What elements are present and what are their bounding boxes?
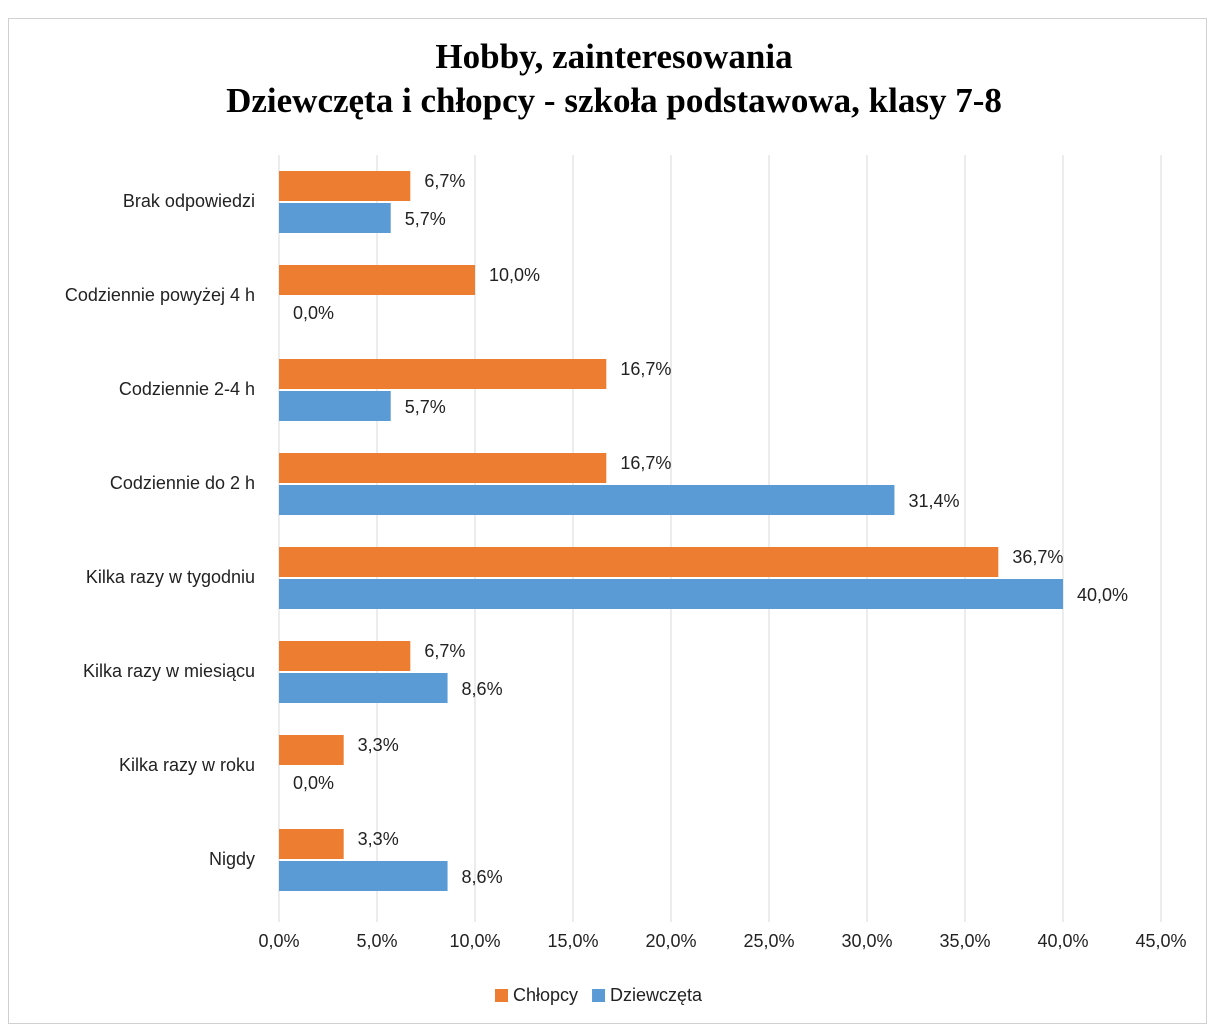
x-tick-label: 25,0% bbox=[743, 931, 794, 951]
x-tick-label: 10,0% bbox=[449, 931, 500, 951]
data-label: 0,0% bbox=[293, 303, 334, 323]
data-label: 6,7% bbox=[424, 641, 465, 661]
legend-label: Chłopcy bbox=[513, 985, 578, 1005]
bar bbox=[279, 485, 895, 515]
bar bbox=[279, 453, 607, 483]
y-tick-label: Codziennie do 2 h bbox=[110, 473, 255, 493]
bar bbox=[279, 861, 448, 891]
bar bbox=[279, 203, 391, 233]
x-tick-label: 35,0% bbox=[939, 931, 990, 951]
x-tick-label: 45,0% bbox=[1135, 931, 1186, 951]
data-label: 31,4% bbox=[908, 491, 959, 511]
data-label: 36,7% bbox=[1012, 547, 1063, 567]
chart-title: Hobby, zainteresowania bbox=[435, 37, 792, 76]
y-tick-label: Brak odpowiedzi bbox=[123, 191, 255, 211]
y-tick-label: Codziennie 2-4 h bbox=[119, 379, 255, 399]
legend-label: Dziewczęta bbox=[610, 985, 703, 1005]
y-tick-label: Nigdy bbox=[209, 849, 255, 869]
y-tick-label: Kilka razy w roku bbox=[119, 755, 255, 775]
x-tick-label: 40,0% bbox=[1037, 931, 1088, 951]
bar bbox=[279, 359, 607, 389]
x-tick-label: 15,0% bbox=[547, 931, 598, 951]
legend-swatch bbox=[495, 989, 508, 1002]
x-tick-label: 5,0% bbox=[356, 931, 397, 951]
bar bbox=[279, 391, 391, 421]
x-tick-label: 0,0% bbox=[258, 931, 299, 951]
bar bbox=[279, 265, 475, 295]
x-tick-label: 20,0% bbox=[645, 931, 696, 951]
data-label: 0,0% bbox=[293, 773, 334, 793]
data-label: 10,0% bbox=[489, 265, 540, 285]
data-label: 8,6% bbox=[462, 867, 503, 887]
data-label: 5,7% bbox=[405, 397, 446, 417]
data-label: 40,0% bbox=[1077, 585, 1128, 605]
bar bbox=[279, 547, 999, 577]
legend-swatch bbox=[592, 989, 606, 1002]
data-label: 16,7% bbox=[620, 453, 671, 473]
bar bbox=[279, 641, 411, 671]
y-tick-label: Codziennie powyżej 4 h bbox=[65, 285, 255, 305]
bar bbox=[279, 171, 411, 201]
y-tick-label: Kilka razy w tygodniu bbox=[86, 567, 255, 587]
bar bbox=[279, 579, 1063, 609]
chart-border bbox=[8, 18, 1207, 1024]
data-label: 6,7% bbox=[424, 171, 465, 191]
bar bbox=[279, 673, 448, 703]
bar bbox=[279, 735, 344, 765]
y-tick-label: Kilka razy w miesiącu bbox=[83, 661, 255, 681]
bar bbox=[279, 829, 344, 859]
data-label: 8,6% bbox=[462, 679, 503, 699]
data-label: 5,7% bbox=[405, 209, 446, 229]
chart-title: Dziewczęta i chłopcy - szkoła podstawowa… bbox=[226, 81, 1002, 120]
data-label: 3,3% bbox=[358, 735, 399, 755]
data-label: 16,7% bbox=[620, 359, 671, 379]
data-label: 3,3% bbox=[358, 829, 399, 849]
x-tick-label: 30,0% bbox=[841, 931, 892, 951]
